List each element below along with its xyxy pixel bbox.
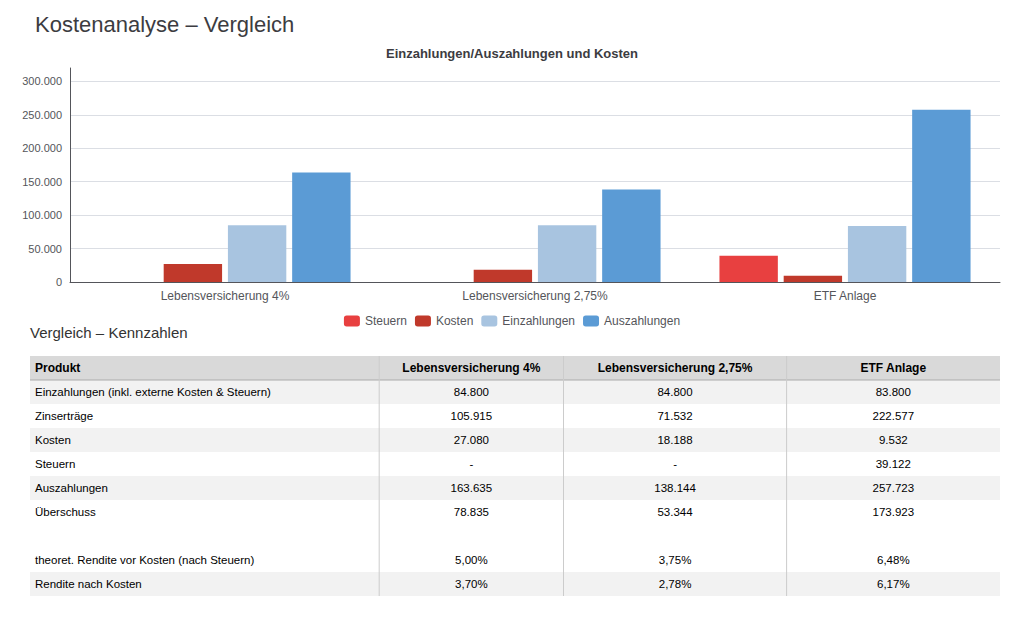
svg-text:Lebensversicherung 2,75%: Lebensversicherung 2,75% — [462, 289, 608, 303]
svg-text:Einzahlungen (inkl. externe Ko: Einzahlungen (inkl. externe Kosten & Ste… — [35, 386, 271, 398]
svg-text:6,17%: 6,17% — [877, 578, 910, 590]
svg-text:Lebensversicherung 4%: Lebensversicherung 4% — [161, 289, 290, 303]
svg-text:150.000: 150.000 — [22, 176, 62, 188]
svg-text:83.800: 83.800 — [876, 386, 911, 398]
svg-text:39.122: 39.122 — [876, 458, 911, 470]
svg-text:Steuern: Steuern — [35, 458, 75, 470]
svg-text:138.144: 138.144 — [654, 482, 696, 494]
svg-text:Lebensversicherung 2,75%: Lebensversicherung 2,75% — [598, 361, 753, 375]
svg-text:Zinserträge: Zinserträge — [35, 410, 93, 422]
svg-text:Einzahlungen/Auszahlungen und: Einzahlungen/Auszahlungen und Kosten — [386, 46, 638, 61]
svg-text:3,70%: 3,70% — [455, 578, 488, 590]
svg-text:3,75%: 3,75% — [659, 554, 692, 566]
svg-text:2,78%: 2,78% — [659, 578, 692, 590]
svg-text:Kosten: Kosten — [35, 434, 71, 446]
svg-text:50.000: 50.000 — [28, 243, 62, 255]
svg-text:84.800: 84.800 — [657, 386, 692, 398]
svg-text:-: - — [469, 458, 473, 470]
svg-text:Einzahlungen: Einzahlungen — [502, 314, 575, 328]
svg-text:Vergleich – Kennzahlen: Vergleich – Kennzahlen — [30, 324, 188, 341]
svg-text:-: - — [673, 458, 677, 470]
svg-text:18.188: 18.188 — [657, 434, 692, 446]
svg-text:ETF Anlage: ETF Anlage — [814, 289, 877, 303]
svg-text:200.000: 200.000 — [22, 142, 62, 154]
svg-text:300.000: 300.000 — [22, 75, 62, 87]
svg-text:Kosten: Kosten — [436, 314, 473, 328]
svg-text:84.800: 84.800 — [454, 386, 489, 398]
svg-text:Auszahlungen: Auszahlungen — [35, 482, 108, 494]
svg-text:5,00%: 5,00% — [455, 554, 488, 566]
svg-text:Kostenanalyse – Vergleich: Kostenanalyse – Vergleich — [35, 12, 294, 37]
svg-text:105.915: 105.915 — [451, 410, 493, 422]
svg-text:Steuern: Steuern — [365, 314, 407, 328]
svg-text:257.723: 257.723 — [873, 482, 915, 494]
svg-text:27.080: 27.080 — [454, 434, 489, 446]
svg-text:9.532: 9.532 — [879, 434, 908, 446]
svg-text:222.577: 222.577 — [873, 410, 915, 422]
svg-text:Rendite nach Kosten: Rendite nach Kosten — [35, 578, 142, 590]
svg-text:ETF Anlage: ETF Anlage — [861, 361, 927, 375]
svg-text:100.000: 100.000 — [22, 209, 62, 221]
svg-text:Überschuss: Überschuss — [35, 506, 96, 518]
svg-text:Produkt: Produkt — [35, 361, 80, 375]
svg-text:250.000: 250.000 — [22, 109, 62, 121]
svg-text:78.835: 78.835 — [454, 506, 489, 518]
svg-text:163.635: 163.635 — [451, 482, 493, 494]
svg-text:173.923: 173.923 — [873, 506, 915, 518]
svg-text:theoret. Rendite vor Kosten (n: theoret. Rendite vor Kosten (nach Steuer… — [35, 554, 254, 566]
svg-text:71.532: 71.532 — [657, 410, 692, 422]
svg-text:53.344: 53.344 — [657, 506, 693, 518]
svg-text:Auszahlungen: Auszahlungen — [604, 314, 680, 328]
svg-text:0: 0 — [56, 276, 62, 288]
svg-text:Lebensversicherung 4%: Lebensversicherung 4% — [402, 361, 540, 375]
svg-text:6,48%: 6,48% — [877, 554, 910, 566]
